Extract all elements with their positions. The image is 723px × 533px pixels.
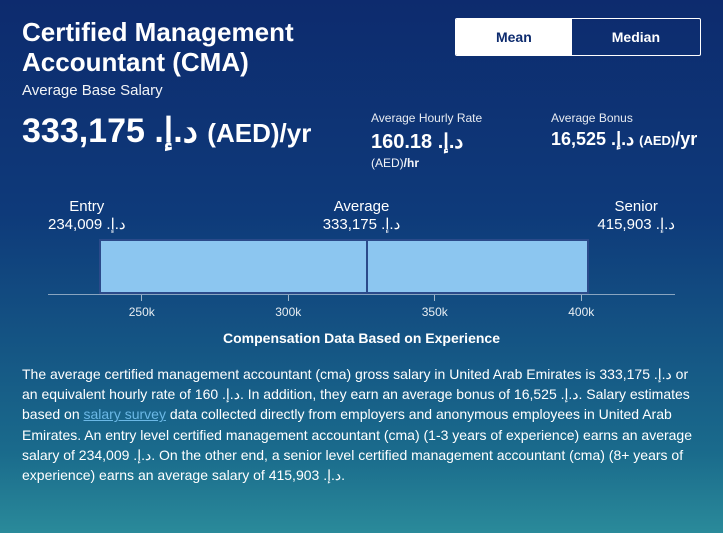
axis-tick: 300k bbox=[275, 295, 301, 319]
average-label-col: Average 333,175 .د.إ bbox=[323, 198, 401, 233]
range-bar-right bbox=[366, 239, 589, 294]
page-title: Certified Management Accountant (CMA) bbox=[22, 18, 422, 78]
page-subtitle: Average Base Salary bbox=[22, 82, 422, 99]
axis-tick: 350k bbox=[422, 295, 448, 319]
hourly-value: 160.18 .د.إ bbox=[371, 129, 521, 154]
range-bar bbox=[48, 239, 675, 294]
tab-mean[interactable]: Mean bbox=[456, 19, 572, 55]
chart-caption: Compensation Data Based on Experience bbox=[22, 330, 701, 346]
experience-chart: Entry 234,009 .د.إ Average 333,175 .د.إ … bbox=[22, 198, 701, 346]
bonus-value: 16,525 .د.إ (AED)/yr bbox=[551, 129, 701, 150]
hourly-suffix: (AED)/hr bbox=[371, 156, 521, 170]
salary-main: 333,175 .د.إ (AED)/yr bbox=[22, 111, 341, 151]
x-axis: 250k 300k 350k 400k bbox=[48, 294, 675, 324]
tab-median[interactable]: Median bbox=[572, 19, 700, 55]
hourly-label: Average Hourly Rate bbox=[371, 111, 521, 125]
axis-tick: 250k bbox=[129, 295, 155, 319]
bonus-label: Average Bonus bbox=[551, 111, 701, 125]
salary-main-value: 333,175 .د.إ bbox=[22, 112, 198, 150]
stat-tabs: Mean Median bbox=[455, 18, 701, 56]
range-bar-left bbox=[99, 239, 366, 294]
axis-tick: 400k bbox=[568, 295, 594, 319]
description-text: The average certified management account… bbox=[22, 364, 701, 486]
senior-label-col: Senior 415,903 .د.إ bbox=[597, 198, 675, 233]
entry-label-col: Entry 234,009 .د.إ bbox=[48, 198, 126, 233]
salary-main-unit: (AED)/yr bbox=[207, 118, 311, 148]
salary-survey-link[interactable]: salary survey bbox=[84, 406, 166, 422]
